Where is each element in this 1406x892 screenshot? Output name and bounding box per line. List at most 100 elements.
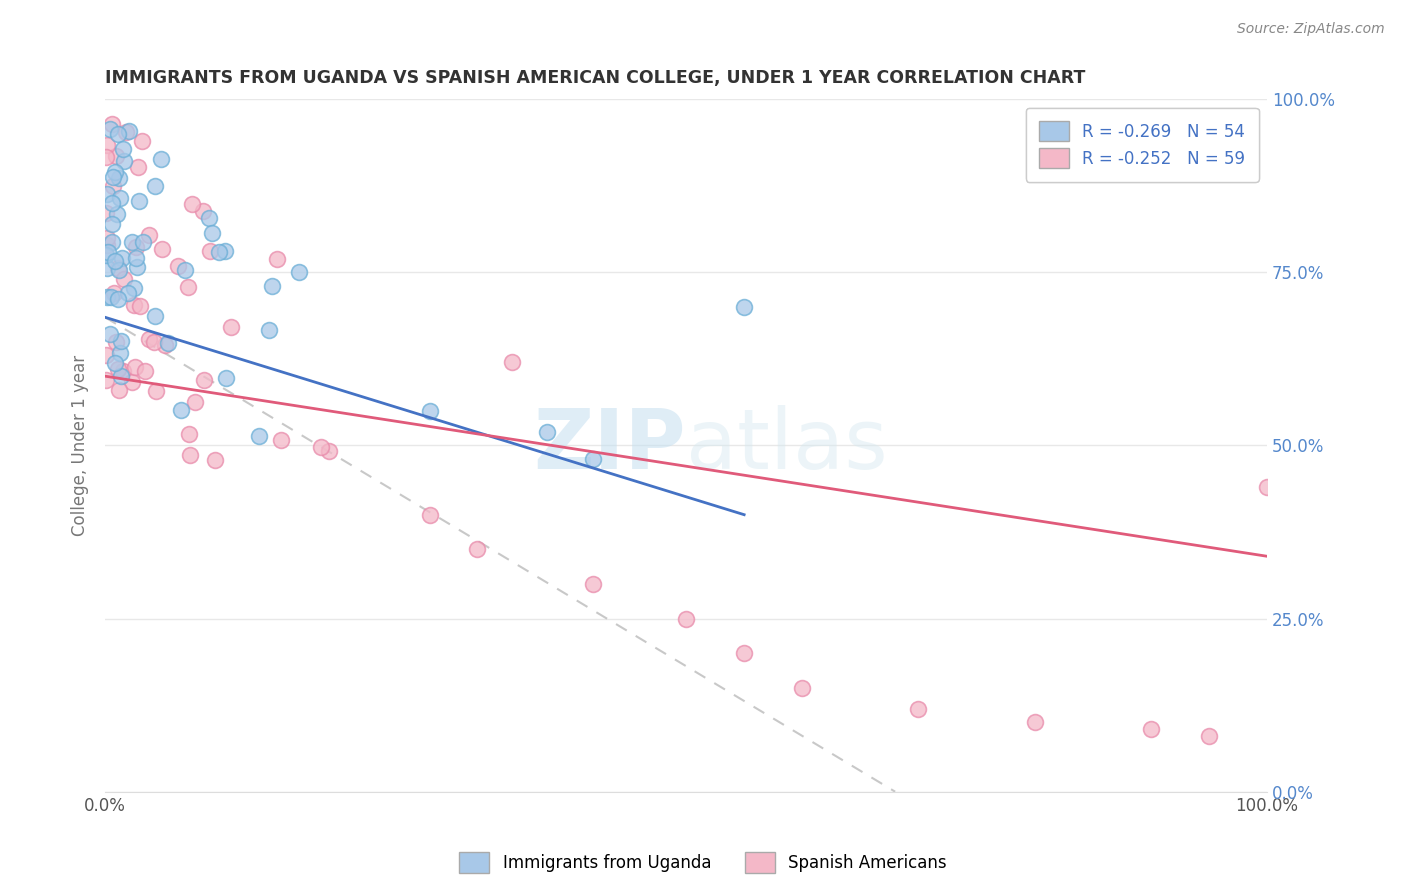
Point <box>131 135 153 149</box>
Point <box>1198 729 1220 743</box>
Point <box>125 260 148 274</box>
Point <box>122 298 145 312</box>
Point <box>155 338 177 352</box>
Point <box>134 364 156 378</box>
Point <box>266 252 288 266</box>
Point <box>184 395 207 409</box>
Point <box>1024 715 1046 730</box>
Point <box>198 211 221 225</box>
Point <box>105 149 128 163</box>
Point <box>107 261 129 276</box>
Point <box>247 428 270 442</box>
Point <box>112 153 135 168</box>
Point <box>125 240 148 254</box>
Point <box>96 290 118 304</box>
Point <box>100 235 122 249</box>
Point <box>262 278 284 293</box>
Text: ZIP: ZIP <box>533 405 686 486</box>
Point <box>96 248 118 262</box>
Point <box>107 383 129 397</box>
Point <box>257 323 280 337</box>
Point <box>733 646 755 660</box>
Point <box>1139 723 1161 737</box>
Point <box>219 320 242 334</box>
Point <box>111 142 134 156</box>
Point <box>96 260 118 275</box>
Point <box>145 309 167 323</box>
Point <box>104 334 127 349</box>
Point <box>111 251 134 265</box>
Point <box>177 280 200 294</box>
Point <box>907 701 929 715</box>
Point <box>96 206 118 220</box>
Point <box>201 226 224 240</box>
Point <box>214 244 236 259</box>
Point <box>270 433 292 447</box>
Legend: R = -0.269   N = 54, R = -0.252   N = 59: R = -0.269 N = 54, R = -0.252 N = 59 <box>1025 108 1258 181</box>
Point <box>112 272 135 286</box>
Point <box>121 375 143 389</box>
Point <box>143 179 166 194</box>
Point <box>96 373 118 387</box>
Point <box>107 361 129 376</box>
Text: atlas: atlas <box>686 405 887 486</box>
Point <box>179 448 201 462</box>
Point <box>204 453 226 467</box>
Point <box>103 285 125 300</box>
Point <box>193 204 215 219</box>
Point <box>107 170 129 185</box>
Point <box>98 326 121 341</box>
Point <box>215 371 238 385</box>
Point <box>150 152 173 166</box>
Point <box>117 286 139 301</box>
Point <box>170 402 193 417</box>
Point <box>125 251 148 265</box>
Point <box>145 384 167 398</box>
Point <box>96 150 118 164</box>
Point <box>536 425 558 439</box>
Point <box>115 125 138 139</box>
Y-axis label: College, Under 1 year: College, Under 1 year <box>72 355 89 536</box>
Point <box>104 355 127 369</box>
Point <box>98 122 121 136</box>
Point <box>100 290 122 304</box>
Point <box>128 194 150 209</box>
Point <box>110 368 132 383</box>
Point <box>129 299 152 313</box>
Point <box>150 242 173 256</box>
Point <box>166 259 188 273</box>
Point <box>138 227 160 242</box>
Point <box>733 300 755 314</box>
Point <box>108 263 131 277</box>
Point <box>311 441 333 455</box>
Point <box>792 681 814 695</box>
Point <box>101 196 124 211</box>
Point <box>101 179 124 194</box>
Point <box>122 281 145 295</box>
Point <box>180 196 202 211</box>
Point <box>108 191 131 205</box>
Point <box>101 169 124 184</box>
Point <box>675 611 697 625</box>
Point <box>110 334 132 348</box>
Point <box>465 542 488 557</box>
Point <box>108 345 131 359</box>
Point <box>101 117 124 131</box>
Point <box>121 235 143 250</box>
Point <box>96 238 118 252</box>
Point <box>193 373 215 387</box>
Point <box>107 292 129 306</box>
Point <box>501 355 523 369</box>
Point <box>142 334 165 349</box>
Point <box>208 245 231 260</box>
Point <box>127 160 149 174</box>
Point <box>104 165 127 179</box>
Point <box>174 263 197 277</box>
Point <box>198 244 221 259</box>
Point <box>1256 480 1278 494</box>
Text: Source: ZipAtlas.com: Source: ZipAtlas.com <box>1237 22 1385 37</box>
Point <box>132 235 155 250</box>
Point <box>97 244 120 259</box>
Point <box>96 187 118 202</box>
Point <box>419 508 441 522</box>
